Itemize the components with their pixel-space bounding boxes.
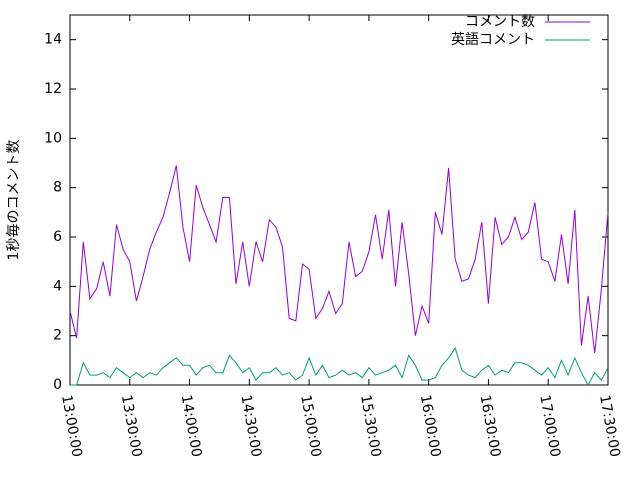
x-tick-label: 16:00:00 (417, 394, 444, 459)
y-tick-label: 6 (53, 229, 62, 245)
y-tick-label: 2 (53, 328, 62, 344)
x-tick-label: 15:30:00 (357, 394, 384, 459)
y-tick-label: 8 (53, 180, 62, 196)
series-line (69, 165, 609, 353)
x-tick-label: 14:00:00 (178, 394, 205, 459)
y-tick-label: 4 (53, 278, 62, 294)
y-tick-label: 10 (44, 130, 62, 146)
x-tick-label: 14:30:00 (237, 394, 264, 459)
y-tick-label: 14 (44, 32, 62, 48)
legend-label: コメント数 (465, 14, 535, 30)
plot-border (69, 14, 609, 386)
x-tick-label: 17:00:00 (536, 394, 563, 459)
y-tick-label: 0 (53, 377, 62, 393)
x-tick-label: 13:30:00 (118, 394, 145, 459)
x-tick-label: 13:00:00 (58, 394, 85, 459)
x-tick-label: 17:30:00 (596, 394, 623, 459)
legend-label: 英語コメント (451, 31, 535, 48)
x-tick-label: 15:00:00 (297, 394, 324, 459)
series-line (70, 346, 609, 387)
x-tick-label: 16:30:00 (477, 394, 504, 459)
y-axis-label: 1秒毎のコメント数 (6, 140, 22, 261)
y-tick-label: 12 (44, 81, 62, 97)
